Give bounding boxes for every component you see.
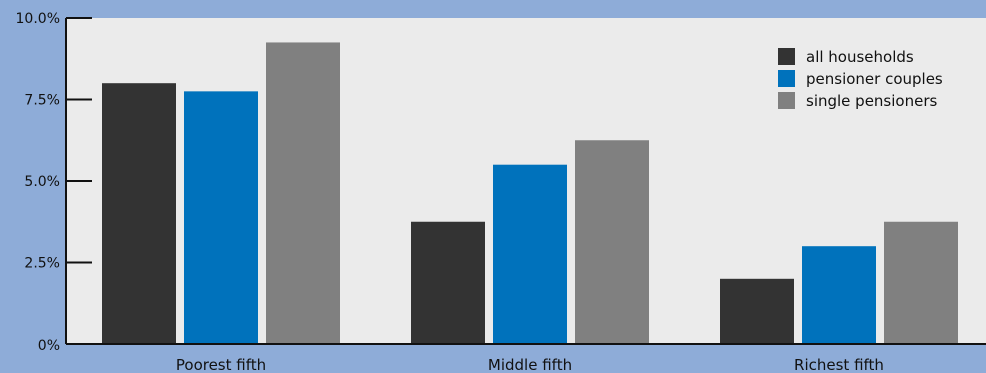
bar-single-pensioners-poorest-fifth: [266, 42, 340, 344]
x-category-label: Richest fifth: [794, 356, 884, 373]
bar-all-households-poorest-fifth: [102, 83, 176, 344]
x-category-label: Middle fifth: [488, 356, 572, 373]
bar-single-pensioners-richest-fifth: [884, 221, 958, 344]
bar-single-pensioners-middle-fifth: [575, 140, 649, 344]
y-tick-label: 2.5%: [24, 256, 60, 272]
legend-swatch: [778, 92, 795, 109]
bar-all-households-middle-fifth: [411, 221, 485, 344]
bar-all-households-richest-fifth: [720, 278, 794, 344]
bar-pensioner-couples-poorest-fifth: [184, 91, 258, 344]
bars-group: [102, 42, 958, 344]
legend-swatch: [778, 70, 795, 87]
legend: all households pensioner couples single pe…: [778, 48, 943, 110]
y-tick-label: 5.0%: [24, 174, 60, 190]
legend-swatch: [778, 48, 795, 65]
legend-label: all households: [806, 48, 914, 66]
y-axis: 0% 2.5% 5.0% 7.5% 10.0%: [16, 11, 92, 354]
legend-label: pensioner couples: [806, 70, 943, 88]
legend-label: single pensioners: [806, 92, 937, 110]
x-axis: Poorest fifth Middle fifth Richest fifth: [66, 343, 986, 373]
x-category-label: Poorest fifth: [176, 356, 266, 373]
y-tick-label: 10.0%: [16, 11, 60, 27]
y-tick-label: 0%: [38, 338, 60, 354]
y-tick-label: 7.5%: [24, 93, 60, 109]
bar-pensioner-couples-middle-fifth: [493, 164, 567, 344]
bar-pensioner-couples-richest-fifth: [802, 246, 876, 344]
